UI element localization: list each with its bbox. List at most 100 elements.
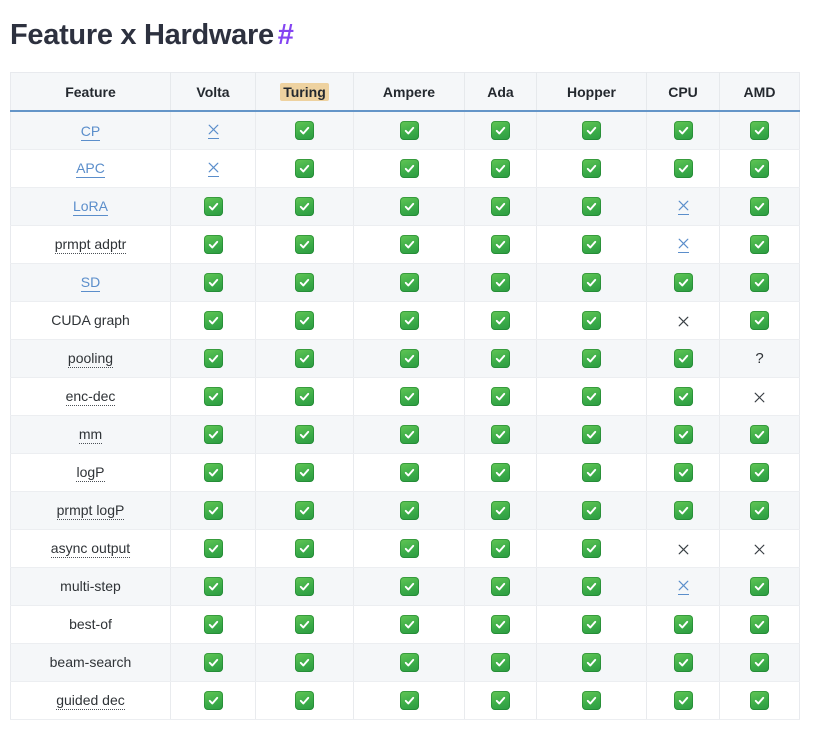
feature-cell: async output — [10, 529, 171, 568]
check-icon — [673, 348, 693, 368]
feature-abbr-async-output[interactable]: async output — [50, 540, 131, 559]
cell-guided-dec-ampere — [353, 681, 465, 720]
feature-abbr-pooling[interactable]: pooling — [67, 350, 114, 369]
check-icon — [203, 538, 223, 558]
page-title-text: Feature x Hardware — [10, 19, 274, 51]
cell-logp-volta — [170, 453, 256, 492]
check-icon — [295, 121, 314, 141]
not-supported-link[interactable] — [677, 238, 689, 253]
search-highlight: Turing — [280, 82, 329, 101]
table-row-enc-dec: enc-dec — [10, 377, 800, 416]
heading-anchor-link[interactable]: # — [277, 19, 294, 51]
check-icon — [295, 690, 314, 710]
column-header-ada: Ada — [464, 72, 537, 113]
feature-cell: mm — [10, 415, 171, 454]
cell-logp-amd — [719, 453, 800, 492]
column-header-feature: Feature — [10, 72, 171, 113]
table-row-mm: mm — [10, 415, 800, 454]
cell-multi-step-ampere — [353, 567, 465, 606]
x-icon — [754, 392, 765, 403]
feature-link-lora[interactable]: LoRA — [72, 198, 109, 217]
feature-label-multi-step: multi-step — [60, 578, 121, 595]
check-icon — [295, 576, 314, 596]
not-supported-link[interactable] — [207, 124, 219, 140]
feature-abbr-prmpt-adptr[interactable]: prmpt adptr — [54, 236, 127, 255]
table-row-cuda-graph: CUDA graph — [10, 301, 800, 340]
cell-async-output-ada — [464, 529, 537, 568]
cell-best-of-hopper — [536, 605, 647, 644]
feature-link-cp[interactable]: CP — [80, 122, 101, 141]
feature-cell: enc-dec — [10, 377, 171, 416]
cell-apc-ada — [464, 149, 537, 188]
feature-abbr-prmpt-logp[interactable]: prmpt logP — [56, 502, 125, 521]
feature-abbr-guided-dec[interactable]: guided dec — [56, 692, 125, 711]
check-icon — [203, 462, 223, 482]
cell-mm-cpu — [646, 415, 720, 454]
cell-logp-cpu — [646, 453, 720, 492]
check-icon — [491, 462, 510, 482]
cell-beam-search-ampere — [353, 643, 465, 682]
feature-abbr-mm[interactable]: mm — [78, 426, 103, 445]
table-row-cp: CP — [10, 111, 800, 150]
table-row-async-output: async output — [10, 529, 800, 568]
cell-guided-dec-volta — [170, 681, 256, 720]
check-icon — [582, 121, 601, 141]
check-icon — [295, 310, 314, 330]
cell-guided-dec-cpu — [646, 681, 720, 720]
check-icon — [399, 652, 419, 672]
check-icon — [750, 424, 769, 444]
x-icon — [754, 544, 765, 555]
check-icon — [582, 538, 601, 558]
cell-prmpt-adptr-cpu — [646, 225, 720, 264]
feature-abbr-logp[interactable]: logP — [76, 464, 105, 483]
table-row-lora: LoRA — [10, 187, 800, 226]
cell-best-of-turing — [255, 605, 354, 644]
cell-beam-search-turing — [255, 643, 354, 682]
check-icon — [491, 196, 510, 216]
not-supported-link[interactable] — [677, 200, 689, 215]
feature-cell: LoRA — [10, 187, 171, 226]
feature-cell: logP — [10, 453, 171, 492]
check-icon — [582, 158, 601, 178]
table-row-beam-search: beam-search — [10, 643, 800, 682]
cell-logp-ada — [464, 453, 537, 492]
cell-apc-amd — [719, 149, 800, 188]
table-row-best-of: best-of — [10, 605, 800, 644]
column-header-amd: AMD — [719, 72, 800, 113]
check-icon — [582, 310, 601, 330]
feature-cell: pooling — [10, 339, 171, 378]
cell-cp-ampere — [353, 111, 465, 150]
feature-cell: best-of — [10, 605, 171, 644]
feature-cell: CP — [10, 111, 171, 150]
feature-label-beam-search: beam-search — [49, 654, 132, 671]
cell-mm-volta — [170, 415, 256, 454]
check-icon — [673, 424, 693, 444]
cell-mm-ampere — [353, 415, 465, 454]
column-header-cpu: CPU — [646, 72, 720, 113]
check-icon — [203, 652, 223, 672]
cell-mm-hopper — [536, 415, 647, 454]
check-icon — [491, 500, 510, 520]
feature-link-apc[interactable]: APC — [76, 160, 105, 179]
not-supported-link[interactable] — [677, 580, 689, 595]
cell-apc-cpu — [646, 149, 720, 188]
check-icon — [295, 272, 314, 292]
feature-abbr-enc-dec[interactable]: enc-dec — [65, 388, 116, 407]
cell-sd-hopper — [536, 263, 647, 302]
not-supported-link[interactable] — [207, 162, 219, 177]
check-icon — [582, 576, 601, 596]
cell-multi-step-volta — [170, 567, 256, 606]
cell-apc-hopper — [536, 149, 647, 188]
feature-cell: prmpt adptr — [10, 225, 171, 264]
cell-prmpt-logp-volta — [170, 491, 256, 530]
check-icon — [295, 500, 314, 520]
table-row-prmpt-logp: prmpt logP — [10, 491, 800, 530]
cell-async-output-turing — [255, 529, 354, 568]
cell-enc-dec-volta — [170, 377, 256, 416]
check-icon — [582, 272, 601, 292]
cell-cuda-graph-hopper — [536, 301, 647, 340]
feature-cell: guided dec — [10, 681, 171, 720]
feature-link-sd[interactable]: SD — [80, 274, 101, 293]
check-icon — [203, 348, 223, 368]
cell-pooling-ampere — [353, 339, 465, 378]
